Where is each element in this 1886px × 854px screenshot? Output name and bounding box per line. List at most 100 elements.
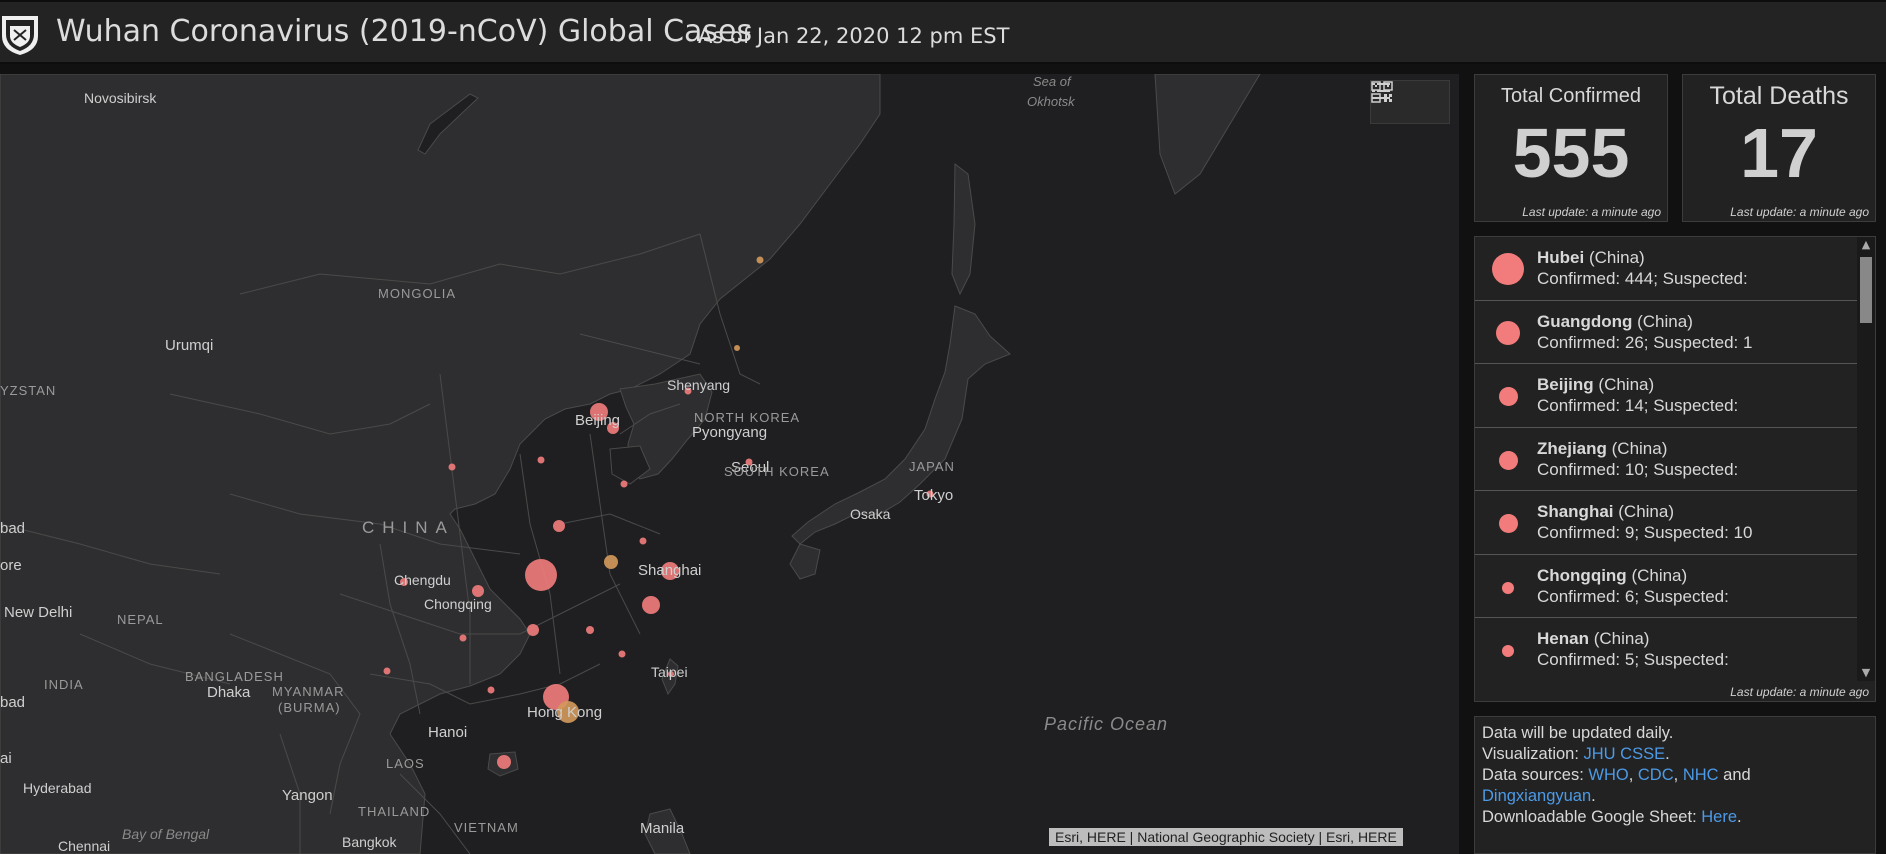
cdc-link[interactable]: CDC [1637,766,1674,784]
info-line-updates: Data will be updated daily. [1482,724,1674,742]
total-confirmed-update: Last update: a minute ago [1522,205,1661,219]
list-item[interactable]: Chongqing (China) Confirmed: 6; Suspected… [1475,555,1857,618]
qr-code-button[interactable] [1371,81,1449,123]
label-sea-okhotsk-1: Sea of [1033,74,1071,89]
label-bad-2: bad [0,694,26,711]
list-item-text: Guangdong (China) Confirmed: 26; Suspecte… [1537,311,1753,352]
map-base [0,74,1261,854]
total-confirmed-title: Total Confirmed [1500,85,1642,107]
label-taipei: Taipei [651,664,688,680]
nhc-link[interactable]: NHC [1682,766,1719,784]
info-line-visualization: Visualization: JHU CSSE. [1482,745,1670,763]
list-item-text: Zhejiang (China) Confirmed: 10; Suspected… [1537,438,1739,479]
label-chengdu: Chengdu [394,572,451,588]
total-deaths-title: Total Deaths [1709,82,1849,110]
list-item-text: Chongqing (China) Confirmed: 6; Suspected… [1537,565,1729,606]
label-hong-kong: Hong Kong [527,704,603,721]
label-laos: LAOS [386,756,425,771]
case-dot-icon [1499,514,1518,533]
list-item-text: Hubei (China) Confirmed: 444; Suspected: [1537,248,1748,288]
case-dot-icon [1502,581,1514,594]
label-pacific-ocean: Pacific Ocean [1044,714,1169,734]
list-scrollbar[interactable]: ▲ ▼ [1857,237,1875,681]
list-item[interactable]: Henan (China) Confirmed: 5; Suspected: [1475,618,1857,681]
map-toolbar [1370,80,1450,124]
land-kyushu [789,543,821,580]
water-baikal [417,93,479,155]
page-title: Wuhan Coronavirus (2019-nCoV) Global Cas… [56,14,753,49]
label-japan: JAPAN [909,459,955,474]
dingxiangyuan-link[interactable]: Dingxiangyuan [1482,787,1592,805]
map-attribution: Esri, HERE | National Geographic Society… [1049,828,1403,846]
list-item[interactable]: Shanghai (China) Confirmed: 9; Suspected:… [1475,491,1857,555]
label-manila: Manila [640,820,685,837]
total-deaths-card: Total Deaths 17 Last update: a minute ag… [1682,74,1876,222]
label-osaka: Osaka [850,506,891,522]
case-dot-icon [1502,645,1514,657]
land-asia [0,74,881,854]
info-line-sources: Data sources: WHO, CDC, NHC and [1482,766,1751,784]
label-bad-1: bad [0,520,26,537]
label-thailand: THAILAND [358,804,431,819]
list-item[interactable]: Zhejiang (China) Confirmed: 10; Suspected… [1475,428,1857,491]
list-item-text: Beijing (China) Confirmed: 14; Suspected: [1537,375,1739,415]
land-sakhalin [951,162,976,296]
case-dot-icon [1499,387,1518,406]
app-header: Wuhan Coronavirus (2019-nCoV) Global Cas… [0,0,1886,64]
label-myanmar: MYANMAR [272,684,345,699]
land-kamchatka [1154,74,1261,195]
total-confirmed-card: Total Confirmed 555 Last update: a minut… [1474,74,1668,222]
water-bohai [609,445,651,485]
label-india: INDIA [44,677,84,692]
list-item[interactable]: Hubei (China) Confirmed: 444; Suspected: [1475,237,1857,301]
qr-code-icon [1371,81,1393,103]
label-urumqi: Urumqi [165,337,214,354]
label-north-korea: NORTH KOREA [694,410,801,425]
jhu-shield-icon [2,16,38,55]
label-beijing: Beijing [575,412,621,429]
scroll-thumb[interactable] [1860,257,1872,323]
label-ai: ai [0,750,12,767]
label-sea-okhotsk-2: Okhotsk [1027,94,1075,109]
label-yangon: Yangon [282,787,333,804]
label-bangladesh: BANGLADESH [185,669,284,684]
who-link[interactable]: WHO [1588,766,1629,784]
jhu-csse-link[interactable]: JHU CSSE [1583,745,1666,763]
label-nepal: NEPAL [117,612,164,627]
label-hanoi: Hanoi [428,724,468,741]
label-tokyo: Tokyo [914,487,954,504]
total-deaths-value: 17 [1740,114,1818,192]
total-confirmed-value: 555 [1512,114,1630,192]
cases-list[interactable]: Hubei (China) Confirmed: 444; Suspected: … [1475,237,1857,681]
label-seoul: Seoul [731,459,770,476]
list-item[interactable]: Guangdong (China) Confirmed: 26; Suspecte… [1475,301,1857,364]
label-china: CHINA [362,518,455,537]
land-hainan [487,751,519,777]
land-philippines [644,808,691,854]
info-panel: Data will be updated daily. Visualizatio… [1474,716,1876,854]
label-pyongyang: Pyongyang [692,424,768,441]
cases-list-panel: Hubei (China) Confirmed: 444; Suspected: … [1474,236,1876,702]
google-sheet-link[interactable]: Here [1701,808,1738,826]
label-burma: (BURMA) [278,700,341,715]
list-update: Last update: a minute ago [1730,685,1869,699]
label-chongqing: Chongqing [424,596,492,612]
scroll-down-icon[interactable]: ▼ [1861,666,1871,679]
label-vietnam: VIETNAM [454,820,519,835]
list-item[interactable]: Beijing (China) Confirmed: 14; Suspected: [1475,364,1857,428]
scroll-up-icon[interactable]: ▲ [1861,238,1871,251]
case-dot-icon [1496,320,1520,345]
label-ore: ore [0,557,22,574]
label-new-delhi: New Delhi [4,604,73,621]
label-mongolia: MONGOLIA [378,286,457,301]
list-item-text: Henan (China) Confirmed: 5; Suspected: [1537,629,1729,669]
case-dot-icon [1499,450,1518,470]
label-chennai: Chennai [58,838,111,854]
case-dot-icon [1492,253,1524,285]
map-view[interactable]: Novosibirsk Sea of Okhotsk MONGOLIA Urum… [0,74,1459,854]
label-south-korea: SOUTH KOREA [724,464,830,479]
list-item-text: Shanghai (China) Confirmed: 9; Suspected:… [1537,502,1753,542]
label-novosibirsk: Novosibirsk [84,90,157,106]
label-shanghai: Shanghai [638,562,702,579]
land-japan [791,305,1011,545]
